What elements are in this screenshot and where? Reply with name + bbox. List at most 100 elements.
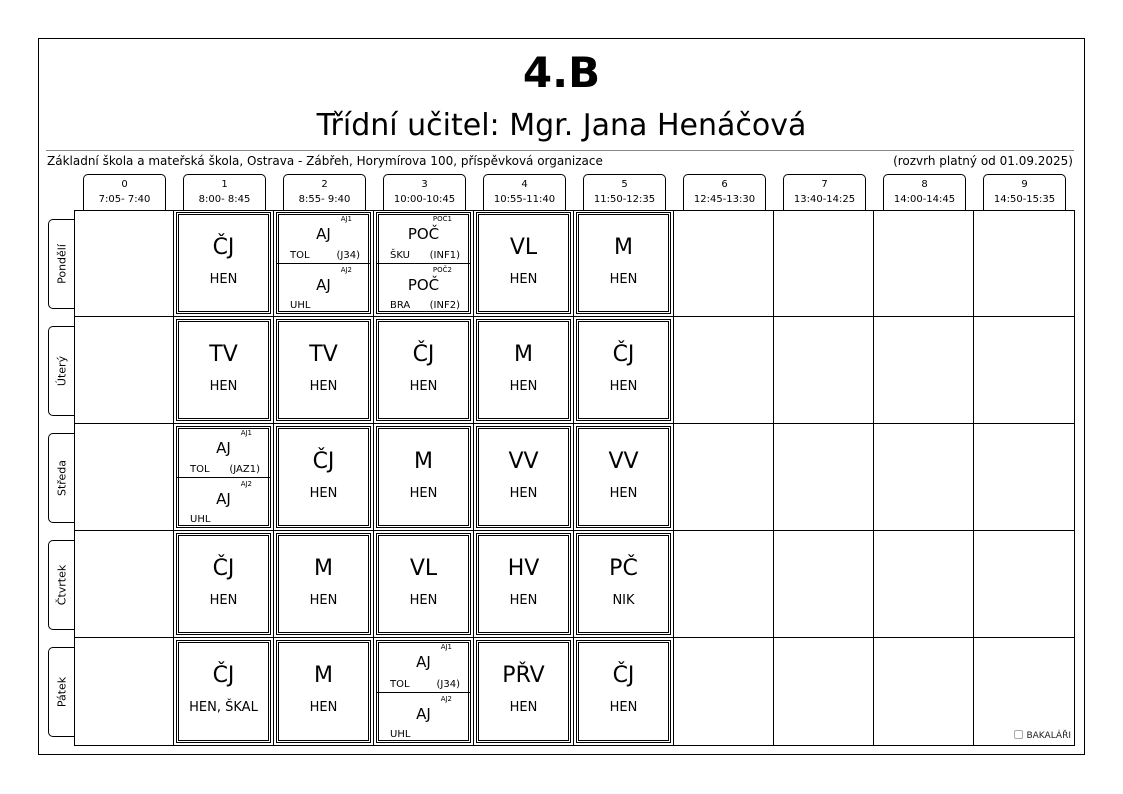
timetable-cell: PČ NIK <box>574 531 674 638</box>
logo-text: BAKALÁŘI <box>1026 731 1071 741</box>
lesson[interactable]: VV HEN <box>476 426 571 528</box>
period-number: 2 <box>321 179 328 190</box>
teacher: HEN <box>309 593 338 608</box>
day-name: Středa <box>55 459 69 497</box>
room: (J34) <box>436 678 460 690</box>
period-header: 8 14:00-14:45 <box>883 174 966 210</box>
group-name: POČ1 <box>432 215 452 223</box>
lesson[interactable]: ČJ HEN, ŠKAL <box>176 640 271 743</box>
split-lesson[interactable]: AJ1 AJ TOL (J34) AJ2 AJ UHL <box>276 212 371 314</box>
teacher: HEN <box>209 593 238 608</box>
teacher: HEN <box>309 379 338 394</box>
timetable-cell: ČJ HEN <box>574 317 674 424</box>
period-time: 14:50-15:35 <box>993 194 1056 205</box>
timetable-cell: ČJ HEN, ŠKAL <box>174 638 274 745</box>
lesson[interactable]: M HEN <box>276 533 371 635</box>
period-time: 13:40-14:25 <box>793 194 856 205</box>
subject: HV <box>507 556 540 581</box>
subject: PČ <box>609 556 638 581</box>
period-number: 4 <box>521 179 528 190</box>
group-lesson[interactable]: AJ2 AJ UHL <box>177 477 270 527</box>
timetable-cell <box>974 531 1074 638</box>
group-lesson[interactable]: POČ2 POČ BRA (INF2) <box>377 263 470 313</box>
subject: VV <box>508 449 539 474</box>
timetable-cell <box>974 638 1074 745</box>
group-name: AJ2 <box>340 266 352 274</box>
lesson[interactable]: PŘV HEN <box>476 640 571 743</box>
lesson[interactable]: ČJ HEN <box>576 640 671 743</box>
lesson[interactable]: M HEN <box>376 426 471 528</box>
timetable-cell: ČJ HEN <box>174 531 274 638</box>
subject: M <box>614 235 633 260</box>
timetable-cell: ČJ HEN <box>374 317 474 424</box>
group-lesson[interactable]: AJ2 AJ UHL <box>277 263 370 313</box>
subject: ČJ <box>212 663 235 688</box>
subject: VL <box>409 556 438 581</box>
day-label: Úterý <box>48 326 75 416</box>
lesson[interactable]: PČ NIK <box>576 533 671 635</box>
timetable-cell: VL HEN <box>474 210 574 317</box>
timetable-cell <box>774 317 874 424</box>
lesson[interactable]: ČJ HEN <box>376 319 471 421</box>
teacher: HEN <box>609 272 638 287</box>
group-lesson[interactable]: AJ1 AJ TOL (JAZ1) <box>177 427 270 477</box>
day-name: Čtvrtek <box>55 564 69 606</box>
period-time: 11:50-12:35 <box>593 194 656 205</box>
teacher: HEN <box>409 593 438 608</box>
lesson[interactable]: TV HEN <box>176 319 271 421</box>
timetable-cell <box>674 638 774 745</box>
teacher: ŠKU <box>390 250 410 261</box>
timetable-cell: M HEN <box>474 317 574 424</box>
period-number: 5 <box>621 179 628 190</box>
period-header: 5 11:50-12:35 <box>583 174 666 210</box>
bakalari-logo-icon <box>1014 730 1024 739</box>
lesson[interactable]: ČJ HEN <box>276 426 371 528</box>
timetable-cell: TV HEN <box>274 317 374 424</box>
subject: AJ <box>216 490 231 508</box>
lesson[interactable]: M HEN <box>576 212 671 314</box>
timetable-cell <box>674 210 774 317</box>
lesson[interactable]: M HEN <box>276 640 371 743</box>
lesson[interactable]: VL HEN <box>476 212 571 314</box>
timetable-cell: PŘV HEN <box>474 638 574 745</box>
lesson[interactable]: M HEN <box>476 319 571 421</box>
teacher: HEN <box>209 379 238 394</box>
group-lesson[interactable]: AJ2 AJ UHL <box>377 691 470 743</box>
teacher: HEN <box>509 593 538 608</box>
school-name: Základní škola a mateřská škola, Ostrava… <box>47 154 603 168</box>
teacher: TOL <box>390 678 410 690</box>
lesson[interactable]: ČJ HEN <box>176 212 271 314</box>
timetable-cell <box>674 424 774 531</box>
period-header: 2 8:55- 9:40 <box>283 174 366 210</box>
subject: ČJ <box>212 235 235 260</box>
teacher: HEN <box>509 379 538 394</box>
teacher: NIK <box>612 593 635 608</box>
timetable-cell <box>74 210 174 317</box>
group-lesson[interactable]: AJ1 AJ TOL (J34) <box>277 213 370 263</box>
group-lesson[interactable]: POČ1 POČ ŠKU (INF1) <box>377 213 470 263</box>
subject: AJ <box>316 276 331 294</box>
split-lesson[interactable]: POČ1 POČ ŠKU (INF1) POČ2 POČ BRA (INF2) <box>376 212 471 314</box>
divider <box>46 150 1074 151</box>
group-name: AJ2 <box>240 480 252 488</box>
split-lesson[interactable]: AJ1 AJ TOL (JAZ1) AJ2 AJ UHL <box>176 426 271 528</box>
period-number: 7 <box>821 179 828 190</box>
day-name: Pátek <box>55 676 69 708</box>
lesson[interactable]: HV HEN <box>476 533 571 635</box>
lesson[interactable]: ČJ HEN <box>176 533 271 635</box>
timetable-cell <box>774 210 874 317</box>
lesson[interactable]: VV HEN <box>576 426 671 528</box>
group-lesson[interactable]: AJ1 AJ TOL (J34) <box>377 641 470 692</box>
lesson[interactable]: TV HEN <box>276 319 371 421</box>
subject: VV <box>608 449 639 474</box>
timetable-cell <box>874 638 974 745</box>
lesson[interactable]: ČJ HEN <box>576 319 671 421</box>
subject: TV <box>209 342 238 367</box>
timetable-cell: M HEN <box>274 638 374 745</box>
teacher: UHL <box>190 514 211 525</box>
timetable-cell <box>74 531 174 638</box>
split-lesson[interactable]: AJ1 AJ TOL (J34) AJ2 AJ UHL <box>376 640 471 743</box>
timetable-cell <box>74 638 174 745</box>
lesson[interactable]: VL HEN <box>376 533 471 635</box>
timetable-cell <box>874 424 974 531</box>
